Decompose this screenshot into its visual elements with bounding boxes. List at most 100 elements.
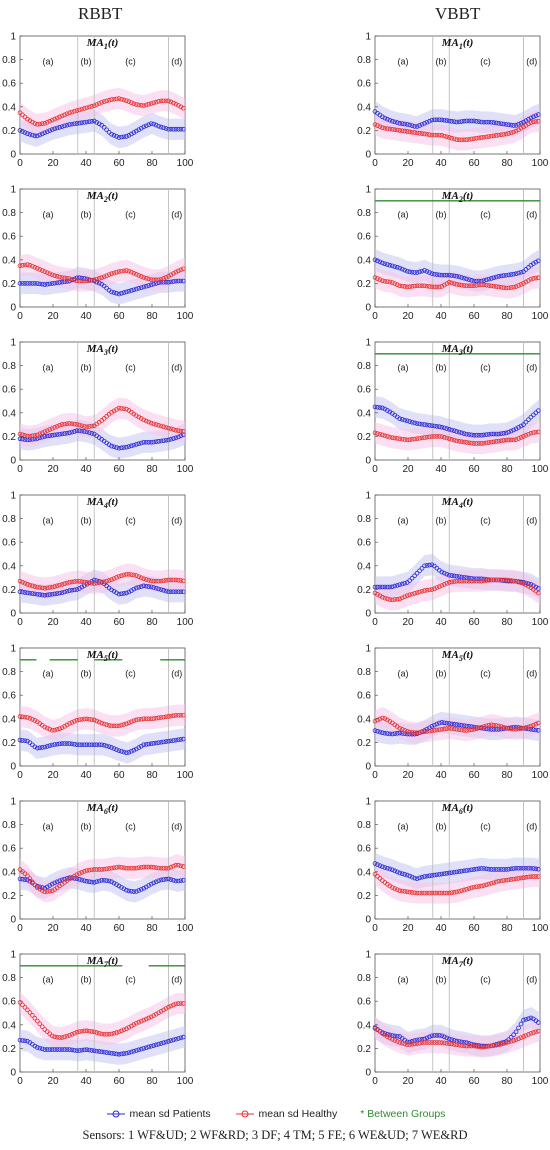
data-point [444,281,450,286]
data-point [59,422,65,427]
y-tick-label: 0.4 [357,408,371,419]
x-tick-label: 100 [532,464,549,475]
data-point [412,875,417,881]
data-point [126,888,132,894]
data-point [461,118,467,124]
data-point [493,1042,499,1048]
data-point [151,439,156,445]
data-point [171,100,176,106]
data-point [528,414,534,420]
data-point [119,591,124,597]
data-point [49,433,55,438]
data-point [121,865,127,871]
data-point [153,277,159,283]
data-point [143,123,149,129]
data-point [404,437,410,443]
data-point [178,863,184,869]
data-point [134,1020,139,1026]
data-point [82,716,87,722]
data-point [429,1040,435,1045]
data-point [32,1015,38,1021]
data-point [399,417,405,422]
data-point [397,888,403,893]
data-point [501,724,507,730]
data-point [176,434,181,440]
data-point [486,276,492,282]
data-point [72,741,77,747]
data-point [49,127,55,132]
data-point [528,115,534,121]
data-point [171,271,176,276]
data-point [454,282,459,287]
data-point [119,1028,124,1034]
phase-label: (c) [480,515,491,525]
data-point [119,1051,124,1057]
data-point [151,100,156,106]
data-point [424,283,430,289]
data-point [409,123,415,128]
data-point [449,726,455,731]
data-point [471,576,477,582]
data-point [67,721,72,726]
data-point [138,440,144,446]
data-point [111,746,117,751]
data-point [422,890,427,896]
data-point [126,865,132,871]
data-point [437,272,442,278]
data-point [54,583,60,589]
data-point [493,867,499,872]
data-point [399,595,405,601]
data-point [47,433,52,438]
data-point [163,437,169,443]
y-tick-label: 0 [365,456,371,467]
x-tick-label: 80 [146,464,158,475]
data-point [526,1032,531,1037]
data-point [441,425,447,431]
series-patients [17,577,186,598]
data-point [49,1033,55,1039]
y-tick-label: 0.2 [357,432,371,443]
data-point [454,119,459,125]
legend-patients-label: mean sd Patients [129,1108,211,1121]
data-point [444,1041,450,1046]
data-point [417,568,422,574]
data-point [518,120,524,126]
data-point [513,865,519,871]
y-tick-label: 0.8 [2,973,16,984]
data-point [390,867,395,873]
data-point [513,876,519,882]
data-point [173,101,179,107]
data-point [39,585,45,591]
data-point [77,717,82,723]
data-point [163,275,169,280]
data-point [138,125,144,131]
x-tick-label: 0 [17,1076,23,1087]
data-point [101,721,107,727]
data-point [101,274,107,280]
data-point [166,425,171,431]
data-point [392,127,398,132]
data-point [91,1029,97,1035]
data-point [536,1028,541,1034]
data-point [375,592,380,597]
data-point [484,282,489,288]
data-point [111,133,117,138]
data-point [469,432,474,438]
data-point [476,725,482,731]
data-point [35,584,40,590]
data-point [47,888,52,894]
data-point [72,121,77,127]
data-point [493,439,499,444]
data-point [101,99,107,104]
data-point [67,110,72,115]
phase-label: (c) [125,56,136,66]
data-point [158,438,164,444]
data-point [439,272,445,278]
data-point [109,410,114,415]
data-point [489,283,494,289]
data-point [158,587,164,592]
data-point [526,121,531,127]
data-point [57,590,62,596]
data-point [89,423,95,429]
phase-label: (d) [171,209,182,219]
